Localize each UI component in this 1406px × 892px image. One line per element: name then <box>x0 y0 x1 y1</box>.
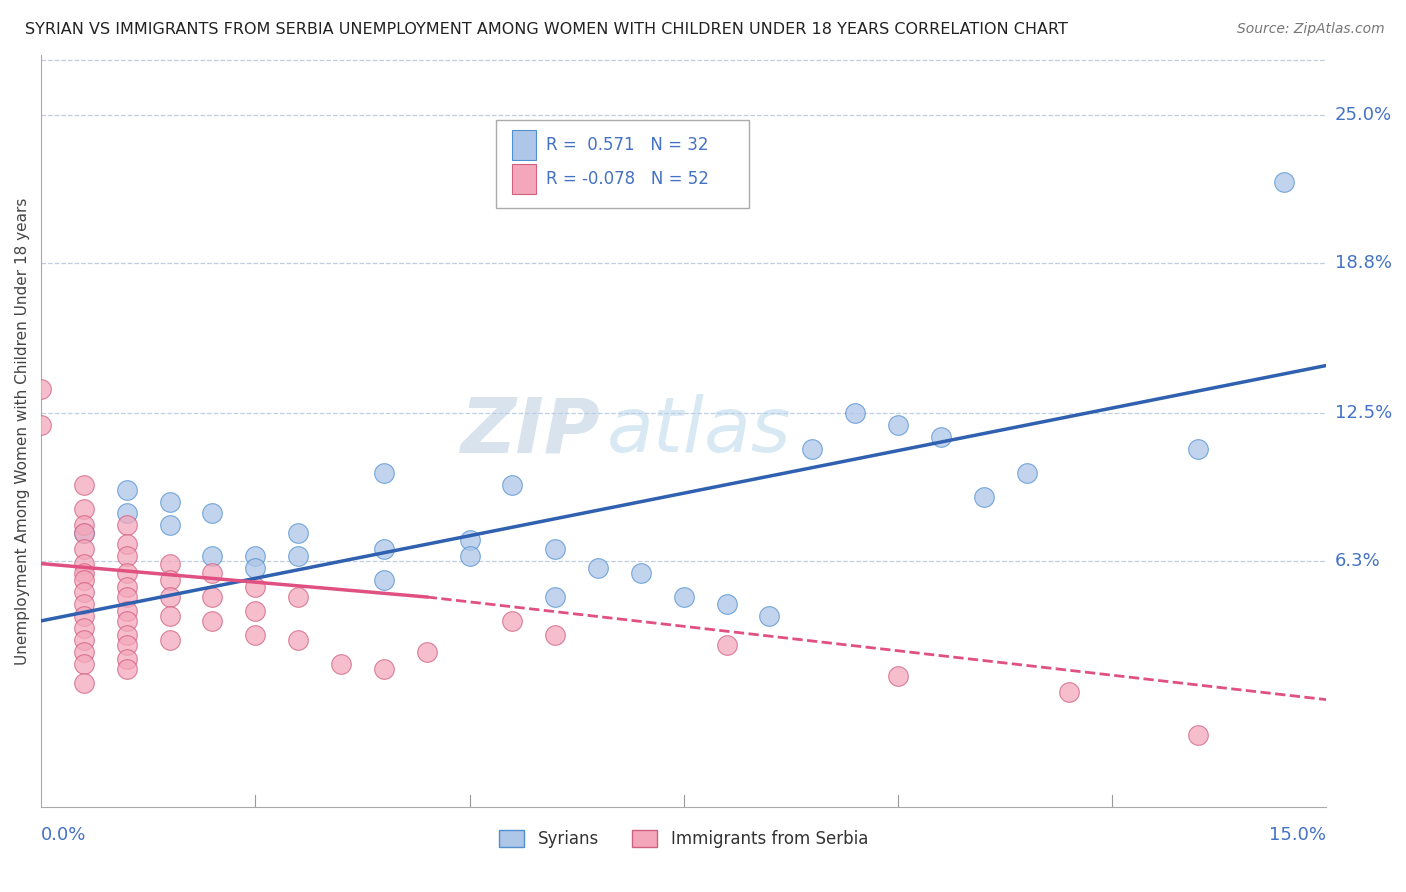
Point <box>115 581 138 595</box>
Point <box>73 478 96 492</box>
Point <box>73 632 96 647</box>
Point <box>115 483 138 497</box>
Point <box>115 652 138 666</box>
Point <box>373 574 395 588</box>
Point <box>159 632 181 647</box>
Point <box>929 430 952 444</box>
Point <box>245 604 267 618</box>
Point <box>1059 685 1081 699</box>
Y-axis label: Unemployment Among Women with Children Under 18 years: Unemployment Among Women with Children U… <box>15 197 30 665</box>
Point <box>245 561 267 575</box>
Point <box>73 645 96 659</box>
Point <box>201 614 224 628</box>
Point <box>287 590 309 604</box>
Point <box>115 537 138 551</box>
Point <box>115 590 138 604</box>
Text: 6.3%: 6.3% <box>1336 552 1381 570</box>
Point <box>887 418 910 433</box>
Text: 15.0%: 15.0% <box>1270 826 1326 844</box>
Text: 25.0%: 25.0% <box>1336 106 1392 124</box>
Point <box>245 628 267 642</box>
Point <box>973 490 995 504</box>
Text: atlas: atlas <box>606 394 792 468</box>
Point <box>201 566 224 581</box>
Point <box>159 557 181 571</box>
Text: 18.8%: 18.8% <box>1336 254 1392 272</box>
Point <box>73 518 96 533</box>
Point <box>201 549 224 564</box>
Point <box>630 566 652 581</box>
Point <box>73 574 96 588</box>
Point <box>73 621 96 635</box>
Point <box>73 525 96 540</box>
Point <box>201 590 224 604</box>
Point <box>1015 466 1038 480</box>
Point <box>1272 175 1295 189</box>
Point <box>245 549 267 564</box>
Point <box>287 632 309 647</box>
Point <box>30 418 52 433</box>
Point <box>287 549 309 564</box>
Point <box>159 590 181 604</box>
Point <box>73 525 96 540</box>
Point <box>73 542 96 557</box>
Text: 12.5%: 12.5% <box>1336 404 1392 422</box>
Point <box>758 609 780 624</box>
Point <box>716 638 738 652</box>
Point <box>373 542 395 557</box>
Point <box>716 597 738 611</box>
Point <box>844 406 866 420</box>
Point <box>115 614 138 628</box>
Text: R =  0.571   N = 32: R = 0.571 N = 32 <box>546 136 709 153</box>
Point <box>458 533 481 547</box>
Text: Source: ZipAtlas.com: Source: ZipAtlas.com <box>1237 22 1385 37</box>
Point <box>115 549 138 564</box>
Point <box>501 478 523 492</box>
Legend: Syrians, Immigrants from Serbia: Syrians, Immigrants from Serbia <box>494 823 875 855</box>
Point <box>73 597 96 611</box>
Point <box>115 507 138 521</box>
Point <box>201 507 224 521</box>
Text: 0.0%: 0.0% <box>41 826 87 844</box>
Point <box>159 518 181 533</box>
Point <box>544 542 567 557</box>
Point <box>1187 442 1209 456</box>
Text: ZIP: ZIP <box>461 394 600 468</box>
Point <box>115 604 138 618</box>
Point <box>73 657 96 671</box>
Point <box>373 466 395 480</box>
Point <box>287 525 309 540</box>
Point <box>245 581 267 595</box>
Point <box>73 501 96 516</box>
Point <box>672 590 695 604</box>
Point <box>586 561 609 575</box>
Point <box>887 669 910 683</box>
Point <box>73 609 96 624</box>
Point <box>1187 728 1209 742</box>
Point <box>73 585 96 599</box>
Point <box>330 657 353 671</box>
Point <box>115 566 138 581</box>
Point <box>73 676 96 690</box>
Point <box>373 662 395 676</box>
Point <box>159 494 181 508</box>
Point <box>30 382 52 396</box>
Text: R = -0.078   N = 52: R = -0.078 N = 52 <box>546 169 709 187</box>
Point <box>544 628 567 642</box>
Point <box>115 662 138 676</box>
Point <box>458 549 481 564</box>
Point <box>115 518 138 533</box>
Point <box>159 574 181 588</box>
Point <box>544 590 567 604</box>
Point <box>159 609 181 624</box>
Point <box>416 645 439 659</box>
Point <box>115 628 138 642</box>
Point <box>115 638 138 652</box>
Point <box>73 566 96 581</box>
Point <box>801 442 824 456</box>
Point <box>501 614 523 628</box>
Point <box>73 557 96 571</box>
Text: SYRIAN VS IMMIGRANTS FROM SERBIA UNEMPLOYMENT AMONG WOMEN WITH CHILDREN UNDER 18: SYRIAN VS IMMIGRANTS FROM SERBIA UNEMPLO… <box>25 22 1069 37</box>
